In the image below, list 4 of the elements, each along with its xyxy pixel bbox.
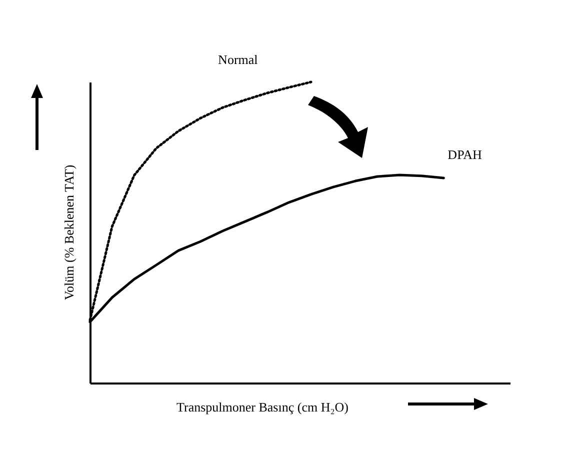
series-label: DPAH (448, 147, 482, 162)
y-axis-title: Volüm (% Beklenen TAT) (62, 164, 76, 300)
x-axis-title: Transpulmoner Basınç (cm H₂O) (176, 400, 348, 414)
text: Normal (218, 52, 258, 67)
